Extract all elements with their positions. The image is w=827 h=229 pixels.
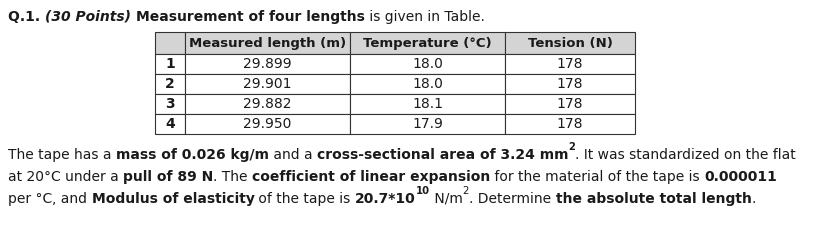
FancyBboxPatch shape xyxy=(184,74,350,94)
FancyBboxPatch shape xyxy=(504,114,634,134)
Text: Tension (N): Tension (N) xyxy=(527,36,612,49)
Text: of the tape is: of the tape is xyxy=(254,192,355,206)
FancyBboxPatch shape xyxy=(350,32,504,54)
Text: 18.0: 18.0 xyxy=(412,57,442,71)
Text: 178: 178 xyxy=(556,57,582,71)
Text: pull of 89 N: pull of 89 N xyxy=(123,170,213,184)
Text: at 20°C under a: at 20°C under a xyxy=(8,170,123,184)
FancyBboxPatch shape xyxy=(504,54,634,74)
Text: per °C: per °C xyxy=(8,192,52,206)
Text: (30 Points): (30 Points) xyxy=(45,10,136,24)
Text: 29.950: 29.950 xyxy=(243,117,291,131)
FancyBboxPatch shape xyxy=(504,74,634,94)
Text: 18.1: 18.1 xyxy=(412,97,442,111)
FancyBboxPatch shape xyxy=(155,54,184,74)
Text: 178: 178 xyxy=(556,117,582,131)
Text: 29.882: 29.882 xyxy=(243,97,291,111)
Text: mass of 0.026 kg/m: mass of 0.026 kg/m xyxy=(116,148,269,162)
Text: Q.1.: Q.1. xyxy=(8,10,45,24)
Text: coefficient of linear expansion: coefficient of linear expansion xyxy=(252,170,490,184)
FancyBboxPatch shape xyxy=(184,94,350,114)
Text: 29.901: 29.901 xyxy=(243,77,291,91)
Text: Modulus of elasticity: Modulus of elasticity xyxy=(92,192,254,206)
Text: 17.9: 17.9 xyxy=(412,117,442,131)
Text: is given in Table.: is given in Table. xyxy=(365,10,484,24)
Text: 2: 2 xyxy=(165,77,174,91)
Text: cross-sectional area of 3.24 mm: cross-sectional area of 3.24 mm xyxy=(317,148,567,162)
FancyBboxPatch shape xyxy=(184,54,350,74)
Text: . It was standardized on the flat: . It was standardized on the flat xyxy=(575,148,795,162)
Text: 178: 178 xyxy=(556,77,582,91)
FancyBboxPatch shape xyxy=(155,74,184,94)
Text: 20.7*10: 20.7*10 xyxy=(355,192,415,206)
FancyBboxPatch shape xyxy=(184,32,350,54)
FancyBboxPatch shape xyxy=(350,74,504,94)
FancyBboxPatch shape xyxy=(504,94,634,114)
Text: 0.000011: 0.000011 xyxy=(704,170,777,184)
Text: The tape has a: The tape has a xyxy=(8,148,116,162)
Text: 2: 2 xyxy=(462,186,469,196)
Text: .: . xyxy=(751,192,755,206)
FancyBboxPatch shape xyxy=(155,32,184,54)
Text: Temperature (°C): Temperature (°C) xyxy=(363,36,491,49)
FancyBboxPatch shape xyxy=(184,114,350,134)
FancyBboxPatch shape xyxy=(350,54,504,74)
Text: , and: , and xyxy=(52,192,92,206)
Text: Measured length (m): Measured length (m) xyxy=(189,36,346,49)
Text: N/m: N/m xyxy=(429,192,462,206)
Text: 178: 178 xyxy=(556,97,582,111)
FancyBboxPatch shape xyxy=(155,94,184,114)
Text: the absolute total length: the absolute total length xyxy=(555,192,751,206)
Text: 3: 3 xyxy=(165,97,174,111)
Text: . Determine: . Determine xyxy=(469,192,555,206)
Text: . The: . The xyxy=(213,170,252,184)
Text: 18.0: 18.0 xyxy=(412,77,442,91)
FancyBboxPatch shape xyxy=(155,114,184,134)
FancyBboxPatch shape xyxy=(504,32,634,54)
Text: 4: 4 xyxy=(165,117,174,131)
FancyBboxPatch shape xyxy=(350,94,504,114)
Text: and a: and a xyxy=(269,148,317,162)
FancyBboxPatch shape xyxy=(350,114,504,134)
Text: 10: 10 xyxy=(415,186,429,196)
Text: 1: 1 xyxy=(165,57,174,71)
Text: 29.899: 29.899 xyxy=(243,57,291,71)
Text: Measurement of four lengths: Measurement of four lengths xyxy=(136,10,365,24)
Text: for the material of the tape is: for the material of the tape is xyxy=(490,170,704,184)
Text: 2: 2 xyxy=(567,142,575,153)
